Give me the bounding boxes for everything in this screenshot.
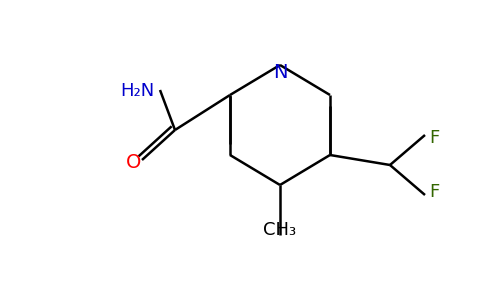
Text: O: O xyxy=(126,153,142,172)
Text: H₂N: H₂N xyxy=(121,82,155,100)
Text: F: F xyxy=(429,183,439,201)
Text: N: N xyxy=(273,63,287,82)
Text: CH₃: CH₃ xyxy=(263,221,297,239)
Text: F: F xyxy=(429,129,439,147)
